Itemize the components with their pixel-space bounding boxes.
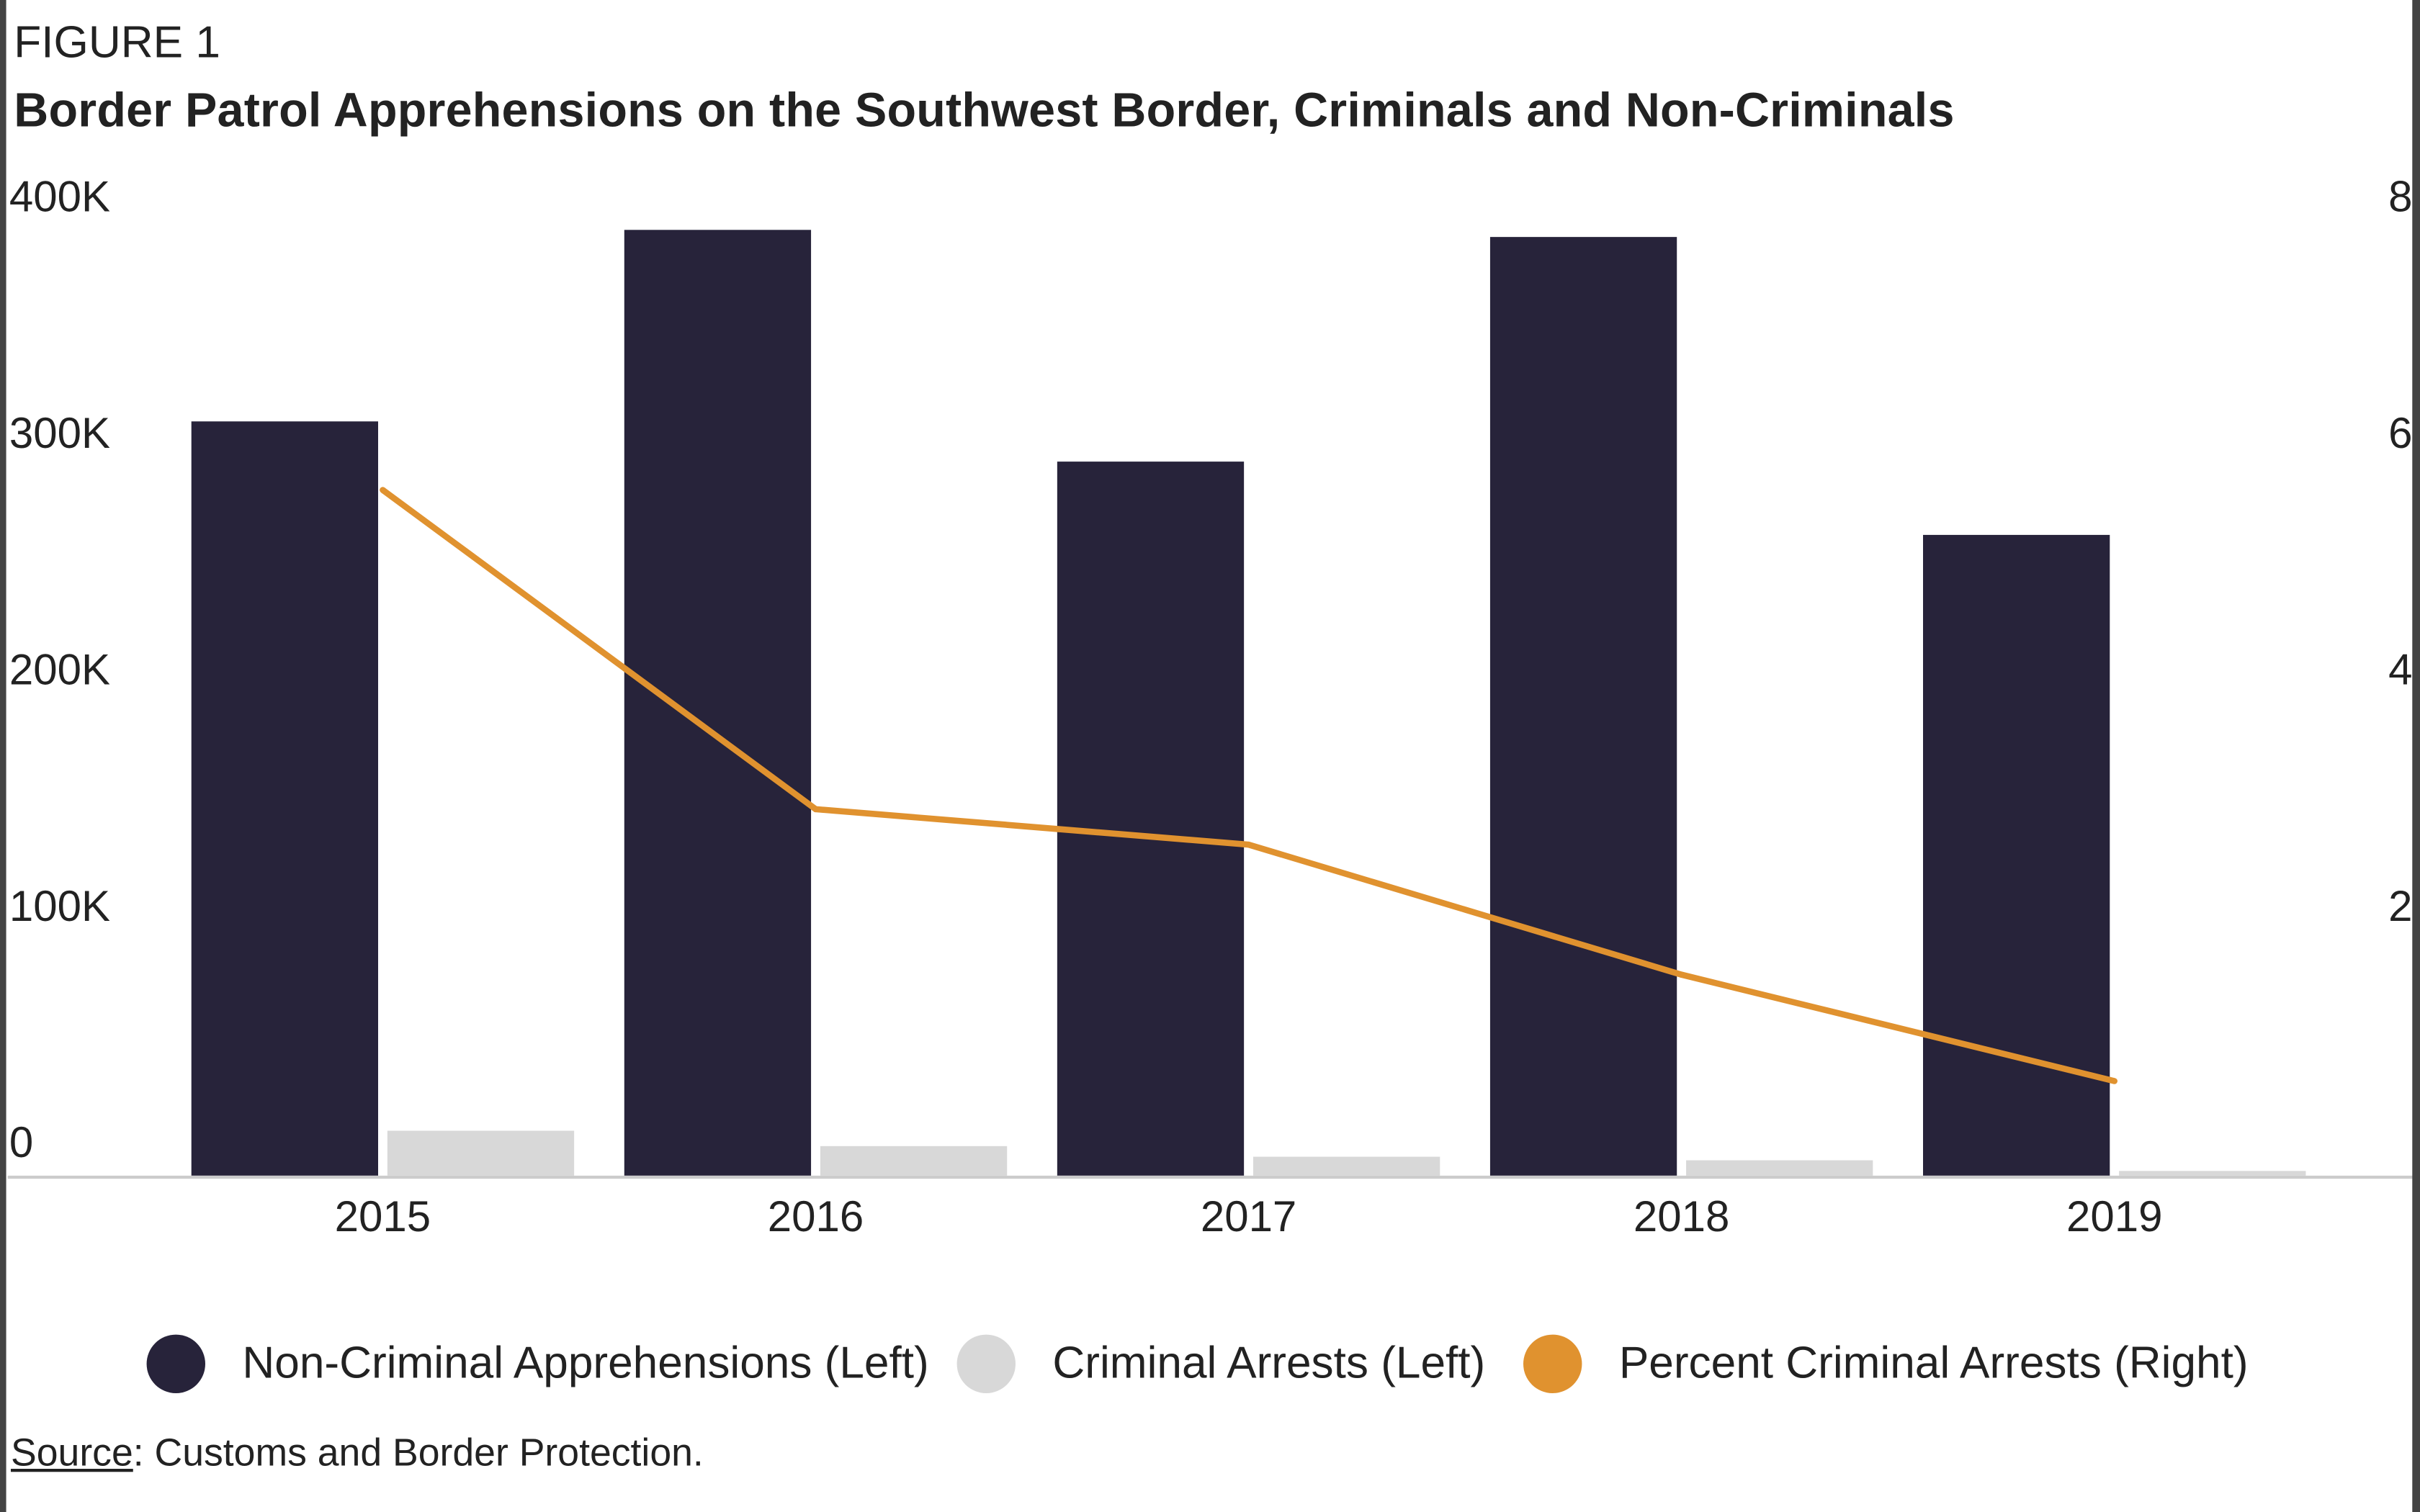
right-border bbox=[2412, 0, 2420, 1512]
bar-non-criminal-2017 bbox=[1057, 462, 1245, 1176]
bar-non-criminal-2018 bbox=[1489, 237, 1677, 1176]
chart-plot: 0100K200K300K400K02%4%6%8%20152016201720… bbox=[7, 173, 2420, 1241]
chart-title: Border Patrol Apprehensions on the South… bbox=[14, 83, 1955, 138]
bar-non-criminal-2019 bbox=[1923, 534, 2110, 1176]
legend-item-percent: Percent Criminal Arrests (Right) bbox=[1523, 1330, 2249, 1398]
legend-swatch-non-criminal bbox=[146, 1334, 205, 1393]
bar-non-criminal-2015 bbox=[191, 421, 378, 1176]
y-left-tick-label: 100K bbox=[9, 882, 110, 930]
bar-criminal-2018 bbox=[1686, 1160, 1873, 1176]
y-left-tick-label: 400K bbox=[9, 173, 110, 221]
figure-label: FIGURE 1 bbox=[14, 18, 220, 68]
point-percent-2019 bbox=[2111, 1078, 2118, 1084]
x-tick-label: 2017 bbox=[1201, 1192, 1296, 1241]
legend-swatch-percent bbox=[1523, 1334, 1582, 1393]
source-label: Source bbox=[11, 1431, 133, 1475]
bar-criminal-2019 bbox=[2119, 1171, 2306, 1176]
bar-criminal-2017 bbox=[1253, 1156, 1440, 1176]
source-note: Source: Customs and Border Protection. bbox=[11, 1432, 704, 1477]
legend-item-criminal: Criminal Arrests (Left) bbox=[956, 1330, 1486, 1398]
x-tick-label: 2016 bbox=[768, 1192, 864, 1241]
legend-label: Percent Criminal Arrests (Right) bbox=[1618, 1338, 2249, 1388]
point-percent-2015 bbox=[380, 487, 386, 493]
point-percent-2017 bbox=[1245, 841, 1252, 848]
legend-label: Non-Criminal Apprehensions (Left) bbox=[242, 1338, 929, 1388]
point-percent-2016 bbox=[812, 806, 819, 813]
legend-swatch-criminal bbox=[956, 1334, 1016, 1393]
left-border bbox=[0, 0, 6, 1512]
y-left-tick-label: 200K bbox=[9, 645, 110, 693]
legend-label: Criminal Arrests (Left) bbox=[1052, 1338, 1486, 1388]
bar-criminal-2015 bbox=[387, 1130, 575, 1176]
bar-non-criminal-2016 bbox=[624, 230, 812, 1176]
point-percent-2018 bbox=[1678, 971, 1685, 978]
legend-item-non-criminal: Non-Criminal Apprehensions (Left) bbox=[146, 1330, 929, 1398]
y-left-tick-label: 300K bbox=[9, 409, 110, 457]
x-tick-label: 2018 bbox=[1634, 1192, 1729, 1241]
x-tick-label: 2015 bbox=[335, 1192, 431, 1241]
bar-criminal-2016 bbox=[820, 1146, 1008, 1176]
source-text: : Customs and Border Protection. bbox=[133, 1431, 704, 1475]
y-left-tick-label: 0 bbox=[9, 1118, 33, 1166]
x-tick-label: 2019 bbox=[2066, 1192, 2162, 1241]
